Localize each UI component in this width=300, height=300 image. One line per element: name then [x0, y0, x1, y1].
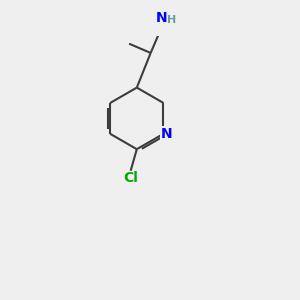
Text: Cl: Cl — [123, 172, 138, 185]
Text: H: H — [167, 15, 176, 25]
Text: N: N — [156, 11, 167, 25]
Text: N: N — [161, 127, 172, 141]
